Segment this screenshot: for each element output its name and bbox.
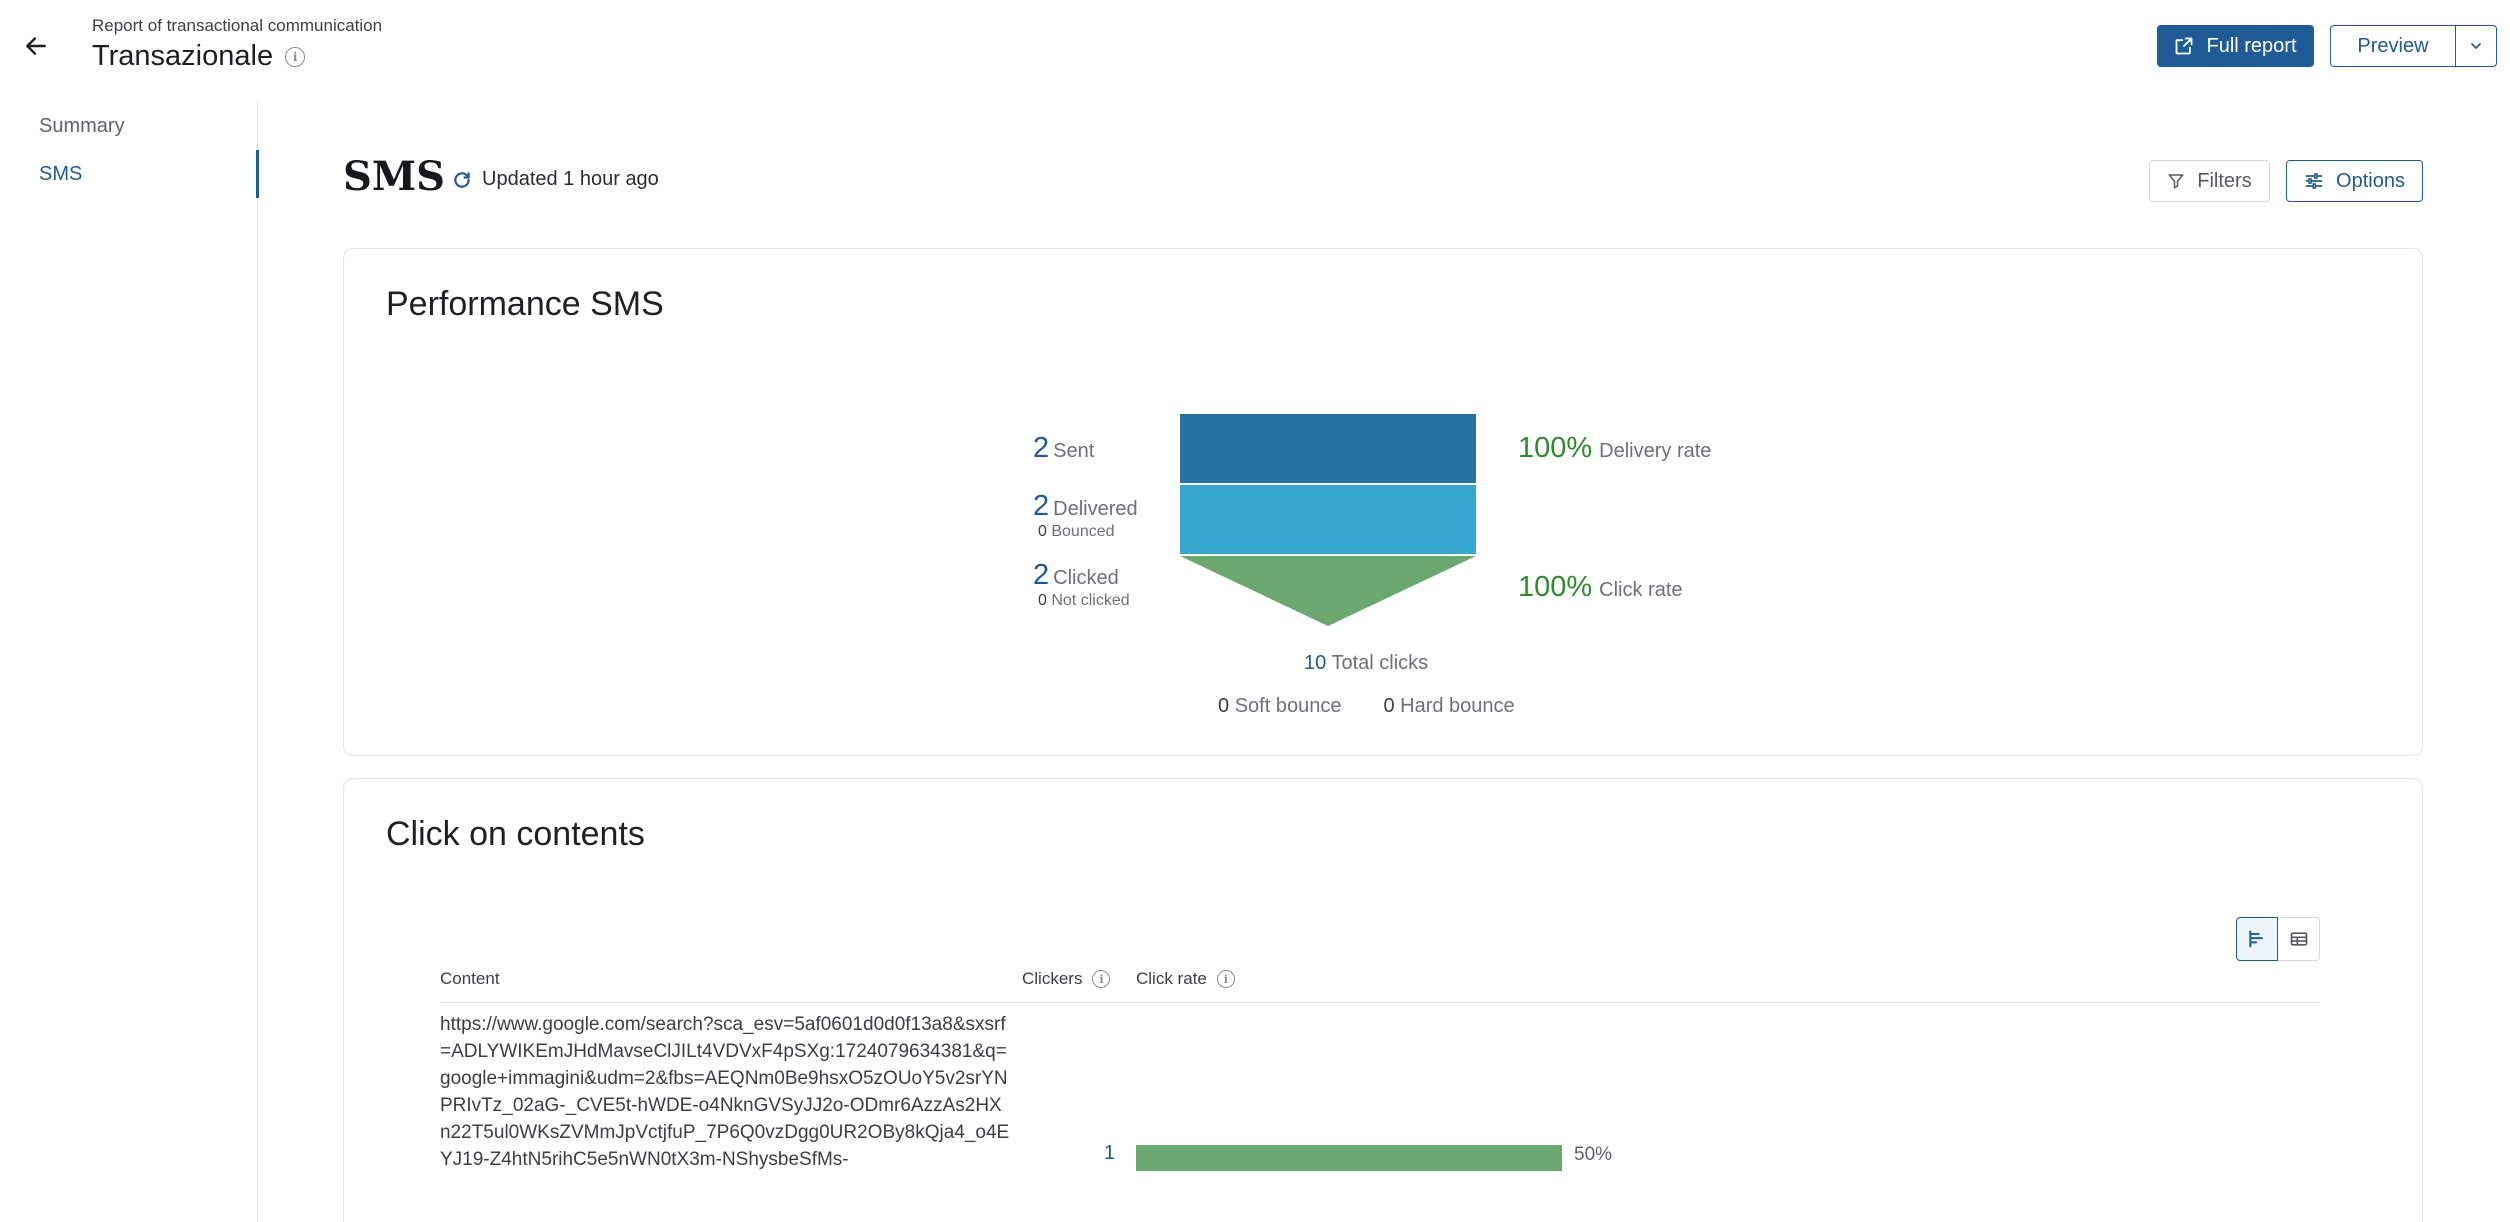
preview-label: Preview — [2357, 34, 2429, 57]
performance-title: Performance SMS — [386, 285, 664, 323]
sidebar-item-sms[interactable]: SMS — [0, 150, 259, 198]
delivery-rate-label: Delivery rate — [1599, 440, 1712, 462]
delivered-value: 2 — [1033, 490, 1050, 522]
click-rate-label: Click rate — [1599, 579, 1683, 601]
filters-button[interactable]: Filters — [2149, 160, 2270, 202]
click-rate-value: 100% — [1518, 571, 1593, 603]
hard-bounce-stat: 0 Hard bounce — [1383, 695, 1514, 718]
full-report-button[interactable]: Full report — [2157, 25, 2314, 67]
sidebar-item-label: Summary — [39, 114, 125, 137]
refresh-icon[interactable] — [452, 170, 472, 190]
table-icon — [2290, 932, 2307, 946]
delivery-rate-stat: 100% Delivery rate — [1518, 432, 1711, 465]
row-click-rate-bar-fill — [1136, 1145, 1562, 1171]
full-report-label: Full report — [2206, 34, 2297, 57]
not-clicked-label: Not clicked — [1051, 592, 1130, 609]
view-toggle — [2236, 917, 2320, 961]
hard-bounce-label: Hard bounce — [1400, 695, 1515, 717]
row-click-rate-bar — [1136, 1145, 1562, 1171]
sidebar-item-summary[interactable]: Summary — [0, 102, 257, 150]
column-content-label: Content — [440, 969, 500, 988]
click-rate-stat: 100% Click rate — [1518, 571, 1683, 604]
performance-funnel — [1180, 414, 1476, 626]
bounced-value: 0 — [1038, 523, 1047, 540]
back-button[interactable] — [18, 28, 54, 64]
soft-bounce-stat: 0 Soft bounce — [1218, 695, 1341, 718]
bounced-label: Bounced — [1051, 523, 1115, 540]
bounced-stat: 0 Bounced — [1038, 523, 1138, 541]
not-clicked-stat: 0 Not clicked — [1038, 592, 1130, 610]
row-content-link[interactable]: https://www.google.com/search?sca_esv=5a… — [440, 1014, 1010, 1170]
soft-bounce-label: Soft bounce — [1234, 695, 1342, 717]
updated-status: Updated 1 hour ago — [452, 168, 659, 191]
arrow-left-icon — [26, 37, 46, 55]
page-title: Transazionale — [92, 40, 274, 72]
column-clickers[interactable]: Clickers i — [1022, 969, 1111, 989]
table-header: Content Clickers i Click rate i — [440, 969, 2320, 1003]
updated-label: Updated 1 hour ago — [482, 168, 659, 190]
row-clickers-value: 1 — [1104, 1142, 1116, 1164]
options-label: Options — [2336, 169, 2405, 192]
sent-value: 2 — [1033, 432, 1050, 464]
column-content[interactable]: Content — [440, 969, 500, 989]
page-subtitle: Report of transactional communication — [92, 16, 383, 35]
column-clickers-label: Clickers — [1022, 969, 1083, 988]
delivered-label: Delivered — [1053, 498, 1138, 520]
table-view-button[interactable] — [2278, 917, 2320, 961]
funnel-delivered-segment — [1180, 485, 1476, 554]
chart-view-button[interactable] — [2236, 917, 2278, 961]
clicked-stat: 2 Clicked 0 Not clicked — [1033, 559, 1130, 610]
options-button[interactable]: Options — [2286, 160, 2423, 202]
page-header: Report of transactional communication Tr… — [0, 0, 2510, 90]
funnel-sent-segment — [1180, 414, 1476, 483]
delivery-rate-value: 100% — [1518, 432, 1593, 464]
section-title: SMS — [343, 153, 446, 200]
clicked-value: 2 — [1033, 559, 1050, 591]
funnel-clicked-segment — [1180, 556, 1476, 626]
info-icon[interactable]: i — [285, 46, 306, 67]
click-contents-card: Click on contents Content Clickers i Cli… — [343, 778, 2423, 1222]
sidebar: Summary SMS — [0, 102, 259, 1222]
chevron-down-icon — [2471, 43, 2481, 49]
bounce-stats: 0 Soft bounce 0 Hard bounce — [1218, 695, 1515, 718]
preview-button[interactable]: Preview — [2330, 25, 2455, 67]
clicked-label: Clicked — [1053, 567, 1119, 589]
delivered-stat: 2 Delivered 0 Bounced — [1033, 490, 1138, 541]
performance-card: Performance SMS 2 Sent 2 Delivered 0 Bounc… — [343, 248, 2423, 756]
sidebar-item-label: SMS — [39, 162, 83, 185]
click-contents-title: Click on contents — [386, 815, 645, 853]
not-clicked-value: 0 — [1038, 592, 1047, 609]
hard-bounce-value: 0 — [1383, 695, 1395, 717]
soft-bounce-value: 0 — [1218, 695, 1230, 717]
preview-dropdown-button[interactable] — [2455, 25, 2497, 67]
total-clicks-stat: 10 Total clicks — [1304, 652, 1428, 675]
info-icon[interactable]: i — [1092, 970, 1111, 988]
external-link-icon — [2176, 37, 2193, 55]
sliders-icon — [2305, 173, 2323, 189]
sent-stat: 2 Sent — [1033, 432, 1094, 465]
total-clicks-label: Total clicks — [1331, 652, 1429, 674]
info-icon[interactable]: i — [1216, 970, 1235, 988]
sent-label: Sent — [1053, 440, 1095, 462]
column-click-rate-label: Click rate — [1136, 969, 1207, 988]
bar-list-icon — [2249, 930, 2263, 948]
page-title-wrap: Transazionale i — [92, 40, 306, 73]
filter-icon — [2168, 174, 2184, 189]
total-clicks-value: 10 — [1304, 652, 1327, 674]
filters-label: Filters — [2197, 169, 2252, 192]
row-click-rate-value: 50% — [1574, 1144, 1613, 1165]
column-click-rate[interactable]: Click rate i — [1136, 969, 1235, 989]
